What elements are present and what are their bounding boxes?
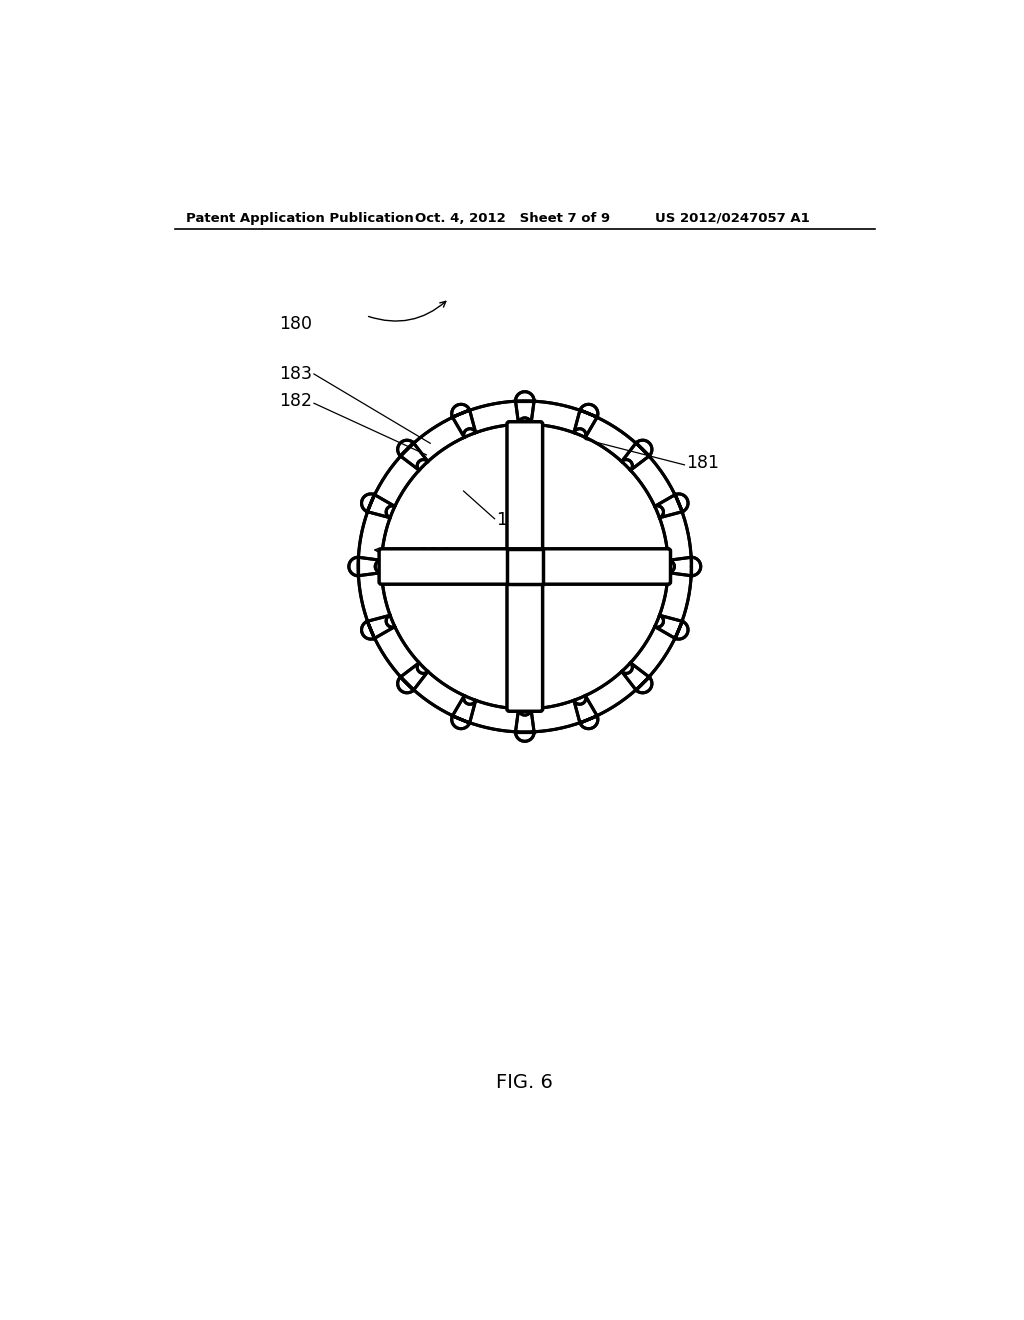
Circle shape bbox=[381, 424, 669, 709]
FancyBboxPatch shape bbox=[507, 422, 543, 711]
Text: 183: 183 bbox=[280, 366, 312, 383]
Text: FIG. 6: FIG. 6 bbox=[497, 1073, 553, 1092]
Text: 190: 190 bbox=[419, 546, 452, 564]
Text: 181: 181 bbox=[686, 454, 719, 471]
Text: 182: 182 bbox=[280, 392, 312, 411]
Text: Patent Application Publication: Patent Application Publication bbox=[186, 213, 414, 224]
Text: US 2012/0247057 A1: US 2012/0247057 A1 bbox=[655, 213, 810, 224]
Text: Oct. 4, 2012   Sheet 7 of 9: Oct. 4, 2012 Sheet 7 of 9 bbox=[415, 213, 610, 224]
Text: 180: 180 bbox=[280, 315, 312, 333]
Circle shape bbox=[358, 401, 691, 733]
Text: 188: 188 bbox=[496, 511, 529, 529]
Bar bbox=[507, 549, 543, 585]
FancyBboxPatch shape bbox=[379, 549, 671, 585]
